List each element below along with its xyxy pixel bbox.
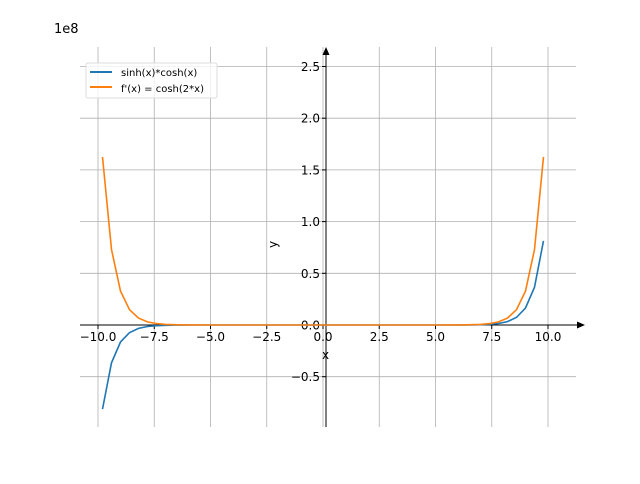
x-tick-label: 2.5: [370, 330, 389, 344]
x-tick-label: −7.5: [140, 330, 169, 344]
x-tick-label: −2.5: [252, 330, 281, 344]
y-tick-label: 1.0: [301, 215, 320, 229]
axes: [80, 47, 585, 427]
legend-label-1: f'(x) = cosh(2*x): [121, 84, 204, 95]
x-tick-label: 10.0: [535, 330, 562, 344]
x-axis-label: x: [322, 348, 329, 362]
legend-box: [85, 62, 218, 99]
grid: [80, 47, 576, 427]
y-tick-label: 1.5: [301, 163, 320, 177]
legend: sinh(x)*cosh(x) f'(x) = cosh(2*x): [85, 62, 218, 99]
series-line-1: [101, 156, 545, 326]
legend-label-0: sinh(x)*cosh(x): [121, 68, 197, 79]
x-tick-label: −5.0: [196, 330, 225, 344]
y-axis-label: y: [266, 241, 280, 248]
y-tick-label: 2.5: [301, 60, 320, 74]
x-tick-label: 5.0: [426, 330, 445, 344]
x-axis-arrow-icon: [577, 321, 585, 329]
x-tick-label: 0.0: [313, 330, 332, 344]
y-axis-arrow-icon: [322, 47, 330, 55]
y-offset-label: 1e8: [54, 22, 79, 37]
y-tick-label: 0.5: [301, 267, 320, 281]
y-tick-label: −0.5: [291, 370, 320, 384]
tick-labels: −10.0 −7.5 −5.0 −2.5 0.0 2.5 5.0 7.5 10.0−0.50.0…: [80, 60, 562, 384]
y-tick-label: 2.0: [301, 112, 320, 126]
series-lines: [101, 156, 545, 410]
x-tick-label: 7.5: [482, 330, 501, 344]
x-tick-label: −10.0: [80, 330, 117, 344]
